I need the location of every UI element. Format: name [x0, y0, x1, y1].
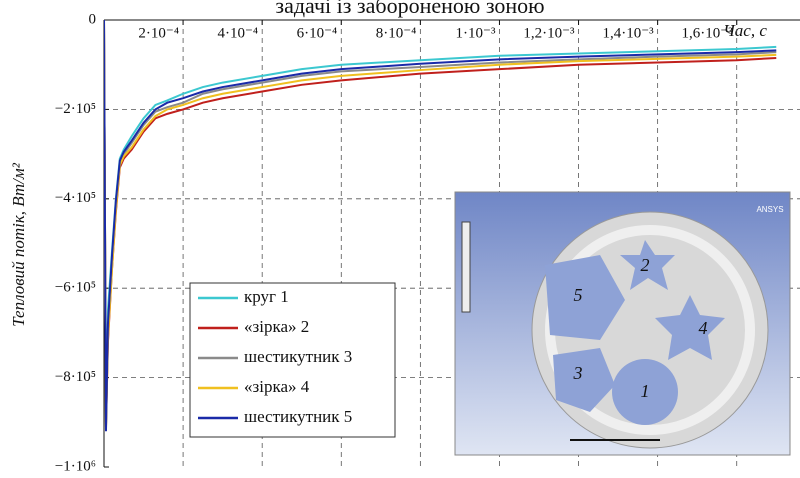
inset-brand: ANSYS [756, 205, 783, 214]
y-tick-label: −2·10⁵ [55, 101, 96, 117]
inset-label: 3 [573, 363, 583, 383]
x-tick-label: 4·10⁻⁴ [218, 25, 259, 41]
x-tick-label: 2·10⁻⁴ [138, 25, 179, 41]
legend-label: шестикутник 5 [244, 407, 352, 426]
y-axis-label: Тепловий потік, Вт/м² [9, 162, 28, 327]
legend: круг 1 «зірка» 2 шестикутник 3 «зірка» 4 шес… [190, 283, 395, 437]
inset-label: 1 [641, 381, 650, 401]
x-tick-label: 1,6·10⁻³ [682, 25, 734, 41]
x-tick-label: 1,2·10⁻³ [523, 25, 575, 41]
x-tick-label: 6·10⁻⁴ [297, 25, 338, 41]
x-tick-label: 1,4·10⁻³ [602, 25, 654, 41]
chart-title: задачі із забороненою зоною [275, 0, 544, 18]
x-tick-label: 1·10⁻³ [456, 25, 496, 41]
y-tick-label: −4·10⁵ [55, 190, 96, 206]
inset-colorbar [462, 222, 470, 312]
legend-label: круг 1 [244, 287, 289, 306]
legend-label: «зірка» 2 [244, 317, 309, 336]
y-tick-label: 0 [89, 11, 97, 27]
legend-label: «зірка» 4 [244, 377, 310, 396]
inset-label: 4 [699, 318, 708, 338]
y-tick-label: −8·10⁵ [55, 369, 96, 385]
inset-label: 5 [574, 285, 583, 305]
inset-label: 2 [641, 255, 650, 275]
y-tick-label: −6·10⁵ [55, 280, 96, 296]
legend-label: шестикутник 3 [244, 347, 352, 366]
y-tick-label: −1·10⁶ [55, 458, 96, 474]
x-tick-label: 8·10⁻⁴ [376, 25, 417, 41]
chart: задачі із забороненою зоною Час, с Тепло… [0, 0, 800, 478]
inset-image: ANSYS 1 2 3 4 5 [455, 192, 790, 455]
